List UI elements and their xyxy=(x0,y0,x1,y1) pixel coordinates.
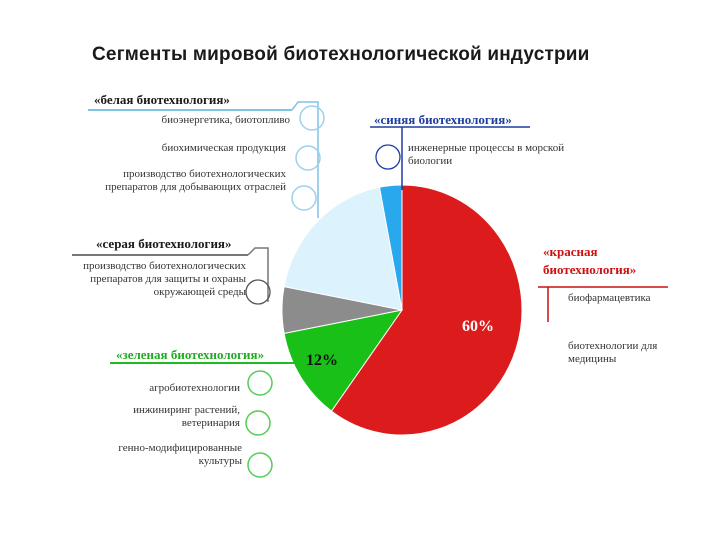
red-item-1: биофармацевтика xyxy=(568,292,651,304)
pie-slice-green xyxy=(283,309,404,412)
white-item-2-circle xyxy=(295,145,321,171)
green-group-connector xyxy=(110,355,319,478)
green-item-3-circle xyxy=(247,452,273,478)
red-group-connector xyxy=(538,286,668,322)
white-item-1-circle xyxy=(299,105,325,131)
pie-slice-red xyxy=(330,184,523,436)
green-item-1: агробиотехнологии xyxy=(149,382,240,394)
white-item-3-circle xyxy=(291,185,317,211)
white-item-3: производство биотехнологических препарат… xyxy=(105,168,286,193)
white-item-2: биохимическая продукция xyxy=(161,142,286,154)
chart-title: Сегменты мировой биотехнологической инду… xyxy=(92,44,590,65)
gray-group-title: «серая биотехнология» xyxy=(96,236,232,251)
gray-item-circle xyxy=(245,279,271,305)
gray-group-bracket xyxy=(247,247,269,302)
pie-slices xyxy=(281,184,523,436)
white-group-bracket xyxy=(291,101,319,218)
gray-item-1: производство биотехнологических препарат… xyxy=(83,260,246,298)
green-item-3: генно-модифицированные культуры xyxy=(118,442,242,467)
blue-group-connector xyxy=(370,126,530,190)
green-slice-label: 12% xyxy=(306,352,338,369)
green-group-title: «зеленая биотехнология» xyxy=(116,347,265,362)
green-item-1-circle xyxy=(247,370,273,396)
white-group-connector xyxy=(88,101,325,218)
green-item-2: инжиниринг растений, ветеринария xyxy=(133,404,240,429)
blue-group-title: «синяя биотехнология» xyxy=(374,112,512,127)
red-item-2: биотехнологии для медицины xyxy=(568,340,658,365)
green-group-bracket xyxy=(295,355,319,378)
red-group-title-line2: биотехнология» xyxy=(543,262,637,277)
red-group-title-line1: «красная xyxy=(543,244,598,259)
blue-item-circle xyxy=(375,144,401,170)
pie-slice-white xyxy=(283,186,403,311)
blue-item-1: инженерные процессы в морской биологии xyxy=(408,142,565,167)
green-item-2-circle xyxy=(245,410,271,436)
white-group-title: «белая биотехнология» xyxy=(94,92,230,107)
gray-group-connector xyxy=(72,247,271,305)
red-slice-label: 60% xyxy=(462,318,494,335)
white-item-1: биоэнергетика, биотопливо xyxy=(161,114,291,126)
